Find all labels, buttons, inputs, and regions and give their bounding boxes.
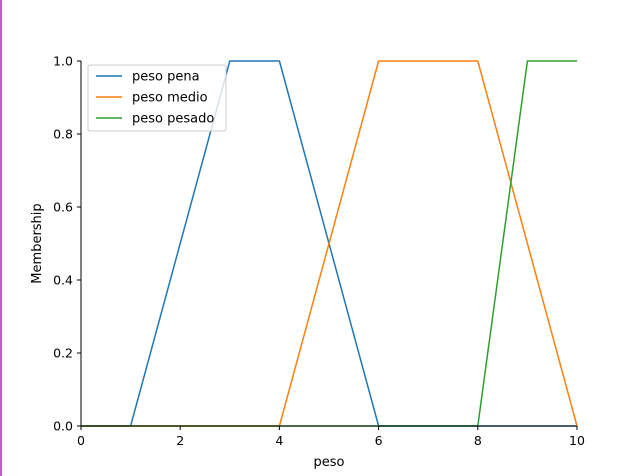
y-tick-label: 1.0 (53, 54, 73, 69)
x-tick-label: 2 (176, 433, 184, 448)
x-tick-label: 4 (275, 433, 283, 448)
y-tick-label: 0.8 (53, 127, 73, 142)
legend: peso pena peso medio peso pesado (87, 64, 227, 132)
x-tick-label: 10 (569, 433, 585, 448)
y-tick-label: 0.0 (53, 419, 73, 434)
page-edge (0, 0, 2, 476)
legend-box (87, 64, 227, 132)
axes-layer: 0 2 4 6 8 10 0.0 0.2 0.4 0.6 0.8 1.0 (53, 54, 585, 449)
y-tick-label: 0.4 (53, 273, 73, 288)
y-tick-label: 0.6 (53, 200, 73, 215)
x-tick-label: 6 (375, 433, 383, 448)
y-axis-label: Membership (30, 203, 45, 283)
x-tick-label: 0 (77, 433, 85, 448)
x-tick-label: 8 (474, 433, 482, 448)
legend-label-peso-medio: peso medio (132, 91, 208, 106)
x-axis-label: peso (314, 455, 345, 470)
legend-label-peso-pesado: peso pesado (132, 112, 214, 127)
y-tick-label: 0.2 (53, 346, 73, 361)
legend-label-peso-pena: peso pena (132, 70, 200, 85)
